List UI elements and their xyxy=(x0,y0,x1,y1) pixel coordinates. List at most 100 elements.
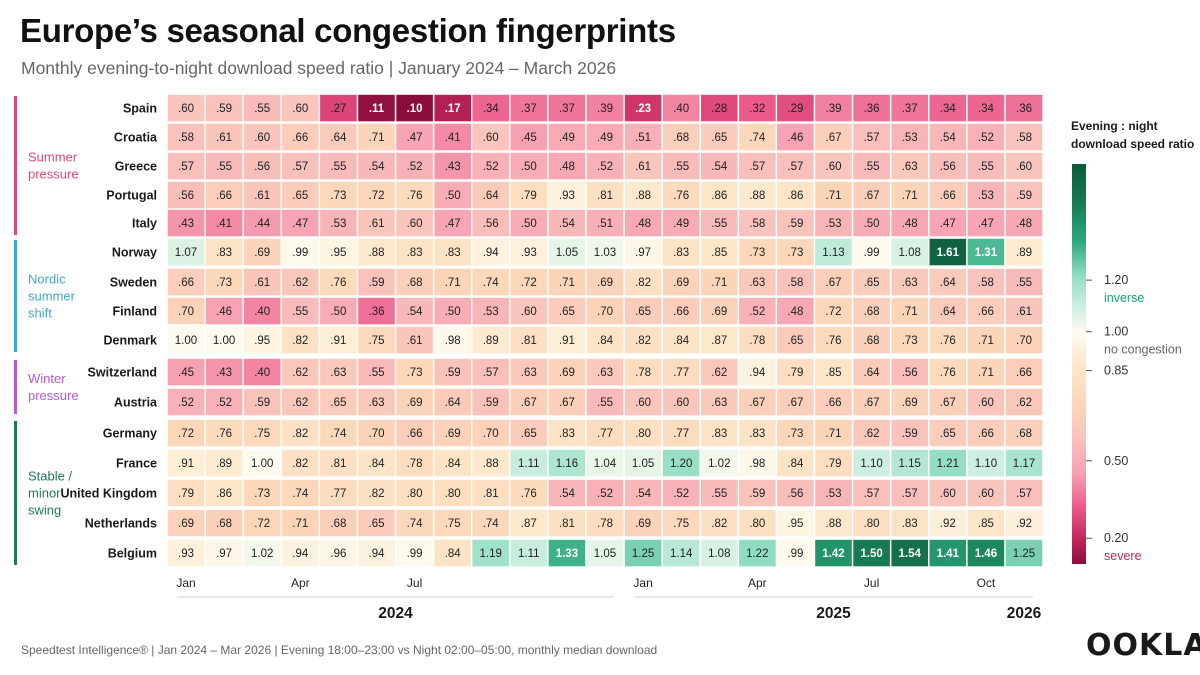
cell-value-label: .75 xyxy=(445,518,461,530)
cell-value-label: .60 xyxy=(978,488,994,500)
cell-value-label: .88 xyxy=(635,190,651,202)
cell-value-label: .59 xyxy=(216,103,232,115)
cell-value-label: .88 xyxy=(369,247,385,259)
heatmap-cell xyxy=(891,358,928,386)
heatmap-cell xyxy=(586,509,624,537)
heatmap-cell xyxy=(548,94,586,122)
heatmap-cell xyxy=(243,152,281,180)
heatmap-cell xyxy=(548,152,586,180)
cell-value-label: .71 xyxy=(559,277,575,289)
cell-value-label: .82 xyxy=(711,518,727,530)
cell-value-label: .73 xyxy=(216,277,232,289)
row-label: Spain xyxy=(123,102,157,116)
heatmap-cell xyxy=(815,181,852,209)
heatmap-cell xyxy=(434,539,471,567)
heatmap-cell xyxy=(662,238,700,266)
heatmap-cell xyxy=(320,268,357,296)
cell-value-label: .52 xyxy=(407,161,423,173)
heatmap-cell xyxy=(586,268,624,296)
heatmap-cell xyxy=(167,209,205,237)
heatmap-cell xyxy=(282,449,319,477)
cell-value-label: .63 xyxy=(597,367,613,379)
cell-value-label: .52 xyxy=(483,161,499,173)
heatmap-cell xyxy=(320,326,357,354)
heatmap-cell xyxy=(396,358,433,386)
cell-value-label: .55 xyxy=(369,367,385,379)
cell-value-label: .57 xyxy=(787,161,803,173)
heatmap-cell xyxy=(510,539,548,567)
cell-value-label: .80 xyxy=(864,518,880,530)
heatmap-cell xyxy=(358,268,395,296)
cell-value-label: .76 xyxy=(673,190,689,202)
cell-value-label: .80 xyxy=(749,518,765,530)
cell-value-label: .62 xyxy=(292,367,308,379)
heatmap-cell xyxy=(205,268,243,296)
heatmap-cell xyxy=(967,358,1005,386)
cell-value-label: .66 xyxy=(978,306,994,318)
cell-value-label: .98 xyxy=(445,335,461,347)
cell-value-label: .66 xyxy=(826,397,842,409)
cell-value-label: .10 xyxy=(407,103,423,115)
heatmap-cell xyxy=(624,388,662,416)
heatmap-cell xyxy=(777,388,814,416)
heatmap-cell xyxy=(358,388,395,416)
group-bar xyxy=(14,240,17,352)
cell-value-label: .75 xyxy=(369,335,385,347)
x-tick-label: Jan xyxy=(633,576,652,590)
cell-value-label: .69 xyxy=(407,397,423,409)
heatmap-cell xyxy=(624,449,662,477)
heatmap-cell xyxy=(472,297,509,325)
cell-value-label: .59 xyxy=(902,428,918,440)
heatmap-cell xyxy=(434,123,471,151)
heatmap-cell xyxy=(739,238,776,266)
cell-value-label: .49 xyxy=(673,218,689,230)
heatmap-cell xyxy=(586,94,624,122)
heatmap-cell xyxy=(167,479,205,507)
cell-value-label: .66 xyxy=(673,306,689,318)
heatmap-cell xyxy=(701,509,738,537)
cell-value-label: .98 xyxy=(749,458,765,470)
heatmap-cell xyxy=(967,509,1005,537)
heatmap-cell xyxy=(777,479,814,507)
cell-value-label: .62 xyxy=(292,277,308,289)
cell-value-label: .72 xyxy=(826,306,842,318)
heatmap-cell xyxy=(967,297,1005,325)
heatmap-cell xyxy=(548,479,586,507)
heatmap-cell xyxy=(282,326,319,354)
cell-value-label: .71 xyxy=(292,518,308,530)
cell-value-label: .71 xyxy=(369,132,385,144)
cell-value-label: .88 xyxy=(749,190,765,202)
cell-value-label: .79 xyxy=(787,367,803,379)
cell-value-label: .66 xyxy=(407,428,423,440)
cell-value-label: .95 xyxy=(787,518,803,530)
heatmap-cell xyxy=(853,123,890,151)
heatmap-cell xyxy=(358,449,395,477)
row-label: Greece xyxy=(115,160,157,174)
cell-value-label: .59 xyxy=(445,367,461,379)
heatmap-cell xyxy=(929,297,967,325)
heatmap-cell xyxy=(662,326,700,354)
heatmap-cell xyxy=(243,238,281,266)
cell-value-label: .47 xyxy=(978,218,994,230)
heatmap-cell xyxy=(243,94,281,122)
cell-value-label: .70 xyxy=(483,428,499,440)
cell-value-label: .55 xyxy=(292,306,308,318)
cell-value-label: .76 xyxy=(330,277,346,289)
heatmap-cell xyxy=(777,181,814,209)
heatmap-cell xyxy=(358,539,395,567)
cell-value-label: .86 xyxy=(711,190,727,202)
row-label: Italy xyxy=(132,217,157,231)
heatmap-cell xyxy=(586,358,624,386)
cell-value-label: .77 xyxy=(597,428,613,440)
heatmap-cell xyxy=(243,539,281,567)
heatmap-cell xyxy=(396,152,433,180)
heatmap-cell xyxy=(396,388,433,416)
group-bar xyxy=(14,360,17,414)
cell-value-label: .71 xyxy=(978,335,994,347)
heatmap-cell xyxy=(167,94,205,122)
heatmap-cell xyxy=(624,181,662,209)
cell-value-label: .44 xyxy=(254,218,271,230)
cell-value-label: 1.11 xyxy=(518,458,540,470)
heatmap-cell xyxy=(472,181,509,209)
heatmap-cell xyxy=(739,479,776,507)
